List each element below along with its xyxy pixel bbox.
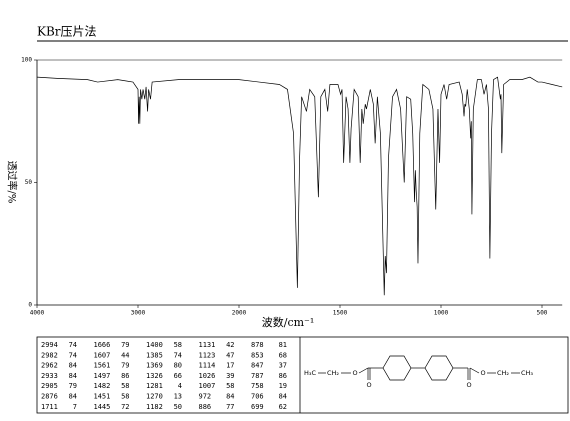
peak-transmittance: 58 [121,393,129,401]
peak-wavenumber: 758 [251,382,264,390]
peak-wavenumber: 1497 [94,372,111,380]
x-tick-label: 4000 [30,310,45,317]
peak-wavenumber: 1607 [94,351,111,359]
peak-wavenumber: 2994 [41,341,58,349]
peak-transmittance: 47 [226,351,234,359]
peak-transmittance: 4 [178,382,182,390]
peak-transmittance: 66 [174,372,182,380]
peak-wavenumber: 2982 [41,351,58,359]
table-frame [36,336,569,414]
chart-title: KBr压片法 [37,25,97,39]
peak-wavenumber: 1114 [199,362,216,370]
peak-wavenumber: 1131 [199,341,216,349]
peak-wavenumber: 1281 [146,382,163,390]
peak-wavenumber: 1326 [146,372,163,380]
peak-transmittance: 58 [174,341,182,349]
peak-wavenumber: 1369 [146,362,163,370]
peak-transmittance: 13 [174,393,182,401]
peak-transmittance: 80 [174,362,182,370]
y-tick-label: 50 [25,179,33,186]
peak-transmittance: 39 [226,372,234,380]
peak-wavenumber: 1666 [94,341,111,349]
peak-wavenumber: 878 [251,341,264,349]
peak-transmittance: 7 [73,403,77,411]
peak-wavenumber: 1482 [94,382,111,390]
peak-wavenumber: 1400 [146,341,163,349]
peak-wavenumber: 847 [251,362,264,370]
bond [469,367,480,374]
peak-wavenumber: 1561 [94,362,111,370]
peak-wavenumber: 1270 [146,393,163,401]
atom-label: O [366,381,371,389]
peak-transmittance: 50 [174,403,182,411]
peak-transmittance: 74 [174,351,182,359]
peak-wavenumber: 2876 [41,393,58,401]
peak-transmittance: 58 [121,382,129,390]
spectrum-line [36,76,563,296]
atom-label: O [352,369,357,377]
peak-transmittance: 86 [279,372,287,380]
peak-transmittance: 86 [121,372,129,380]
peak-wavenumber: 1451 [94,393,111,401]
peak-transmittance: 84 [69,393,77,401]
y-axis-label: 透过率/% [6,161,19,204]
x-axis-label: 波数/cm⁻¹ [262,316,315,329]
peak-wavenumber: 1385 [146,351,163,359]
peak-transmittance: 84 [279,393,287,401]
peak-transmittance: 79 [121,341,129,349]
atom-label: O [466,381,471,389]
peak-wavenumber: 886 [199,403,212,411]
peak-transmittance: 58 [226,382,234,390]
ring [424,355,454,381]
peak-transmittance: 79 [69,382,77,390]
peak-transmittance: 19 [279,382,287,390]
peak-transmittance: 17 [226,362,234,370]
bond [358,367,369,374]
atom-label: CH₃ [521,369,533,377]
peak-transmittance: 72 [121,403,129,411]
x-tick-label: 1500 [333,310,348,317]
peak-wavenumber: 1711 [41,403,58,411]
peak-transmittance: 84 [226,393,234,401]
peak-transmittance: 62 [279,403,287,411]
peak-transmittance: 74 [69,351,77,359]
x-tick-label: 2000 [232,310,247,317]
peak-wavenumber: 1007 [199,382,216,390]
y-tick-label: 100 [21,57,32,64]
peak-transmittance: 37 [279,362,287,370]
peak-transmittance: 81 [279,341,287,349]
peak-wavenumber: 2962 [41,362,58,370]
peak-transmittance: 77 [226,403,234,411]
peak-wavenumber: 699 [251,403,264,411]
peak-wavenumber: 972 [199,393,212,401]
x-tick-label: 500 [537,310,548,317]
peak-wavenumber: 1182 [146,403,163,411]
x-tick-label: 3000 [131,310,146,317]
peak-transmittance: 84 [69,372,77,380]
peak-transmittance: 68 [279,351,287,359]
peak-wavenumber: 2905 [41,382,58,390]
atom-label: O [480,369,485,377]
atom-label: H₃C [304,369,316,377]
peak-wavenumber: 1445 [94,403,111,411]
peak-transmittance: 44 [121,351,129,359]
y-tick-label: 0 [28,302,32,309]
structure [318,355,520,381]
atom-label: CH₂ [497,369,509,377]
peak-wavenumber: 1123 [199,351,216,359]
x-tick-label: 1000 [434,310,449,317]
ring [382,355,412,381]
peak-transmittance: 74 [69,341,77,349]
peak-transmittance: 79 [121,362,129,370]
peak-wavenumber: 2933 [41,372,58,380]
peak-wavenumber: 706 [251,393,264,401]
peak-transmittance: 84 [69,362,77,370]
peak-wavenumber: 1026 [199,372,216,380]
peak-transmittance: 42 [226,341,234,349]
atom-label: CH₂ [327,369,339,377]
peak-wavenumber: 787 [251,372,264,380]
peak-wavenumber: 853 [251,351,264,359]
